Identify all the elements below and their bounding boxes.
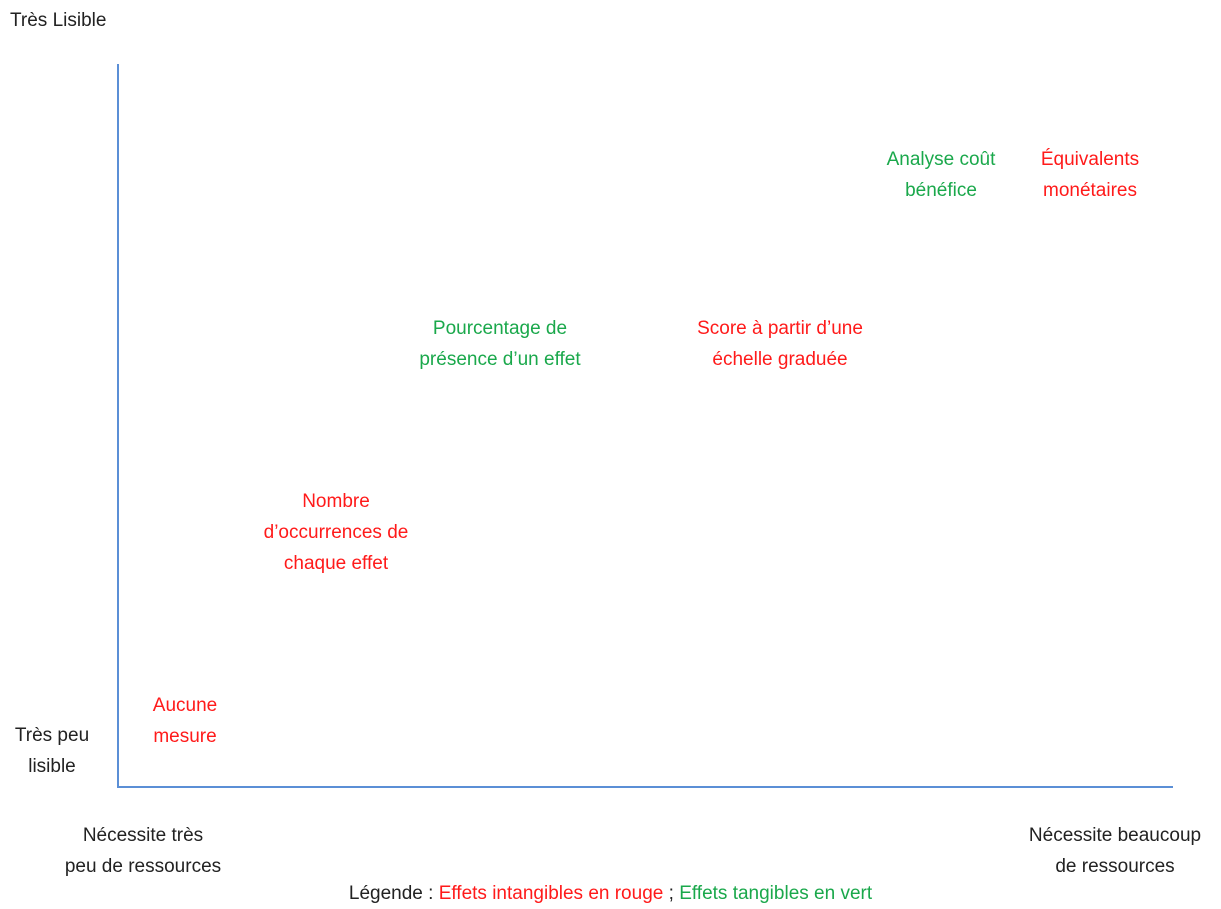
x-axis-left-line-2: peu de ressources <box>64 856 222 877</box>
item-analyse-cout-benefice: Analyse coût bénéfice <box>856 144 1026 206</box>
y-axis-line <box>117 64 119 788</box>
item-line: présence d’un effet <box>419 349 581 370</box>
x-axis-line <box>117 786 1173 788</box>
item-line: bénéfice <box>905 180 977 201</box>
y-axis-bottom-line-2: lisible <box>28 756 76 777</box>
y-axis-bottom-line-1: Très peu <box>14 725 90 746</box>
item-line: d’occurrences de <box>263 522 409 543</box>
y-axis-top-text: Très Lisible <box>10 10 107 31</box>
item-score-echelle: Score à partir d’une échelle graduée <box>640 313 920 375</box>
item-line: Nombre <box>302 491 370 512</box>
legend-intangible: Effets intangibles en rouge <box>438 883 664 904</box>
x-axis-right-label: Nécessite beaucoup de ressources <box>1000 820 1221 882</box>
item-equivalents-monetaires: Équivalents monétaires <box>1010 144 1170 206</box>
item-line: chaque effet <box>283 553 389 574</box>
y-axis-top-label: Très Lisible <box>10 5 106 36</box>
item-line: mesure <box>153 726 217 747</box>
y-axis-bottom-label: Très peu lisible <box>0 720 104 782</box>
x-axis-left-line-1: Nécessite très <box>82 825 204 846</box>
item-aucune-mesure: Aucune mesure <box>115 690 255 752</box>
item-line: Équivalents <box>1040 149 1140 170</box>
item-line: Aucune <box>152 695 218 716</box>
item-line: monétaires <box>1043 180 1137 201</box>
legend: Légende : Effets intangibles en rouge ; … <box>0 878 1221 909</box>
item-line: échelle graduée <box>712 349 848 370</box>
item-nombre-occurrences: Nombre d’occurrences de chaque effet <box>226 486 446 579</box>
item-line: Analyse coût <box>886 149 996 170</box>
item-line: Pourcentage de <box>432 318 568 339</box>
item-pourcentage-presence: Pourcentage de présence d’un effet <box>370 313 630 375</box>
x-axis-right-line-1: Nécessite beaucoup <box>1028 825 1202 846</box>
x-axis-right-line-2: de ressources <box>1055 856 1175 877</box>
legend-tangible: Effets tangibles en vert <box>679 883 873 904</box>
legend-separator: ; <box>663 883 680 904</box>
item-line: Score à partir d’une <box>697 318 863 339</box>
x-axis-left-label: Nécessite très peu de ressources <box>28 820 258 882</box>
legend-prefix: Légende : <box>348 883 439 904</box>
